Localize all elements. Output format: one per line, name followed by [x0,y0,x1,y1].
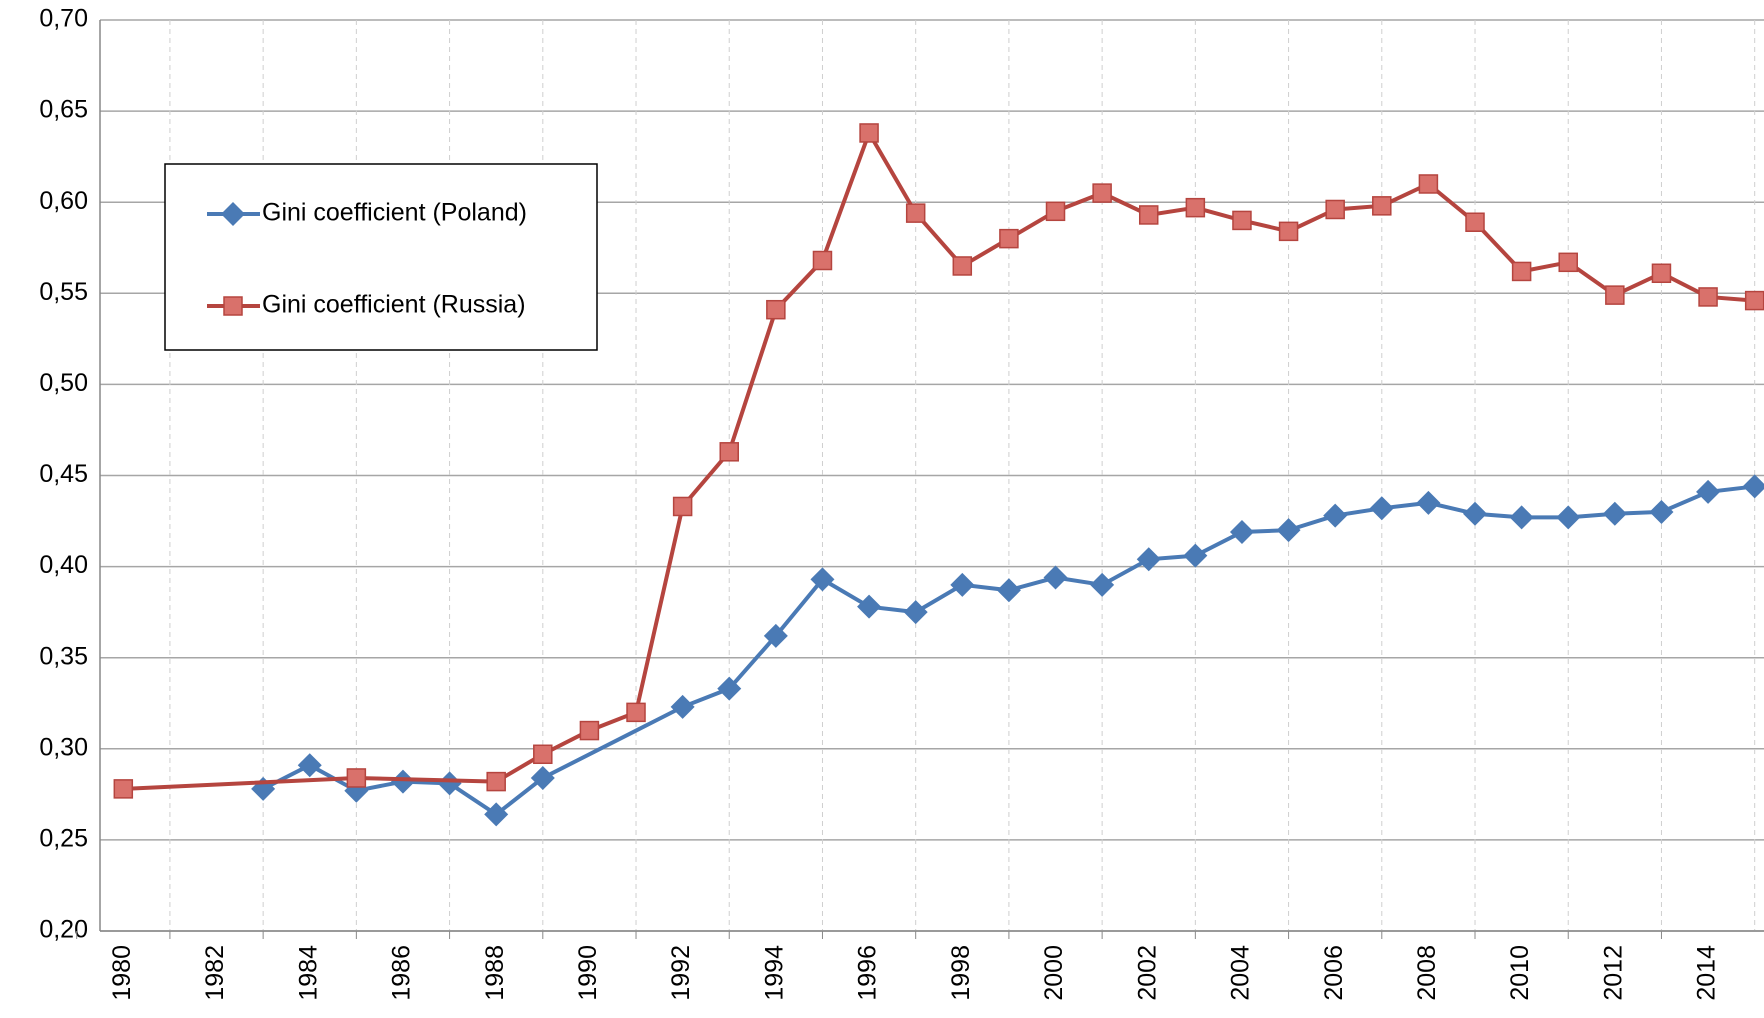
x-tick-label: 1980 [108,945,136,1001]
x-tick-label: 2010 [1506,945,1534,1001]
legend-label: Gini coefficient (Poland) [262,199,527,227]
y-tick-label: 0,55 [39,278,88,306]
marker [1605,285,1625,305]
marker [857,594,882,619]
y-tick-label: 0,25 [39,825,88,853]
x-tick-label: 2000 [1040,945,1068,1001]
marker [1418,174,1439,194]
marker [1045,201,1066,222]
marker [1556,505,1581,530]
x-tick-label: 1984 [294,945,322,1001]
marker [905,203,926,223]
y-tick-label: 0,45 [39,460,88,488]
x-tick-label: 2014 [1693,945,1721,1001]
marker [1511,261,1532,282]
y-tick-label: 0,70 [39,5,88,33]
marker [766,299,786,320]
marker [1416,490,1441,515]
marker [486,771,506,792]
marker [530,765,555,790]
marker [1183,543,1208,568]
marker [113,779,134,799]
marker [903,600,928,625]
y-tick-label: 0,40 [39,551,88,579]
marker [999,228,1019,249]
y-tick-label: 0,65 [39,96,88,124]
marker [1325,199,1345,220]
marker [670,694,695,719]
marker [297,753,322,778]
x-tick-label: 1982 [201,945,229,1001]
marker [533,744,553,765]
marker [1092,183,1112,203]
marker [717,676,742,701]
marker [1372,196,1392,216]
marker [346,768,367,788]
marker [1463,501,1488,526]
marker [1323,503,1348,528]
x-tick-label: 1996 [854,945,882,1001]
marker [1138,205,1159,225]
marker [1232,210,1252,231]
marker [763,623,788,648]
marker [579,720,600,741]
marker [1696,479,1721,504]
marker [1558,252,1578,273]
marker [672,496,693,517]
marker [1229,519,1254,544]
marker [437,771,462,796]
marker [1136,547,1161,572]
y-tick-label: 0,20 [39,916,88,944]
x-tick-label: 2008 [1413,945,1441,1001]
x-tick-label: 1990 [574,945,602,1001]
marker [626,702,646,723]
y-tick-label: 0,50 [39,369,88,397]
marker [950,572,975,597]
marker [1509,505,1534,530]
marker [952,256,973,276]
marker [1602,501,1627,526]
marker [390,769,415,794]
marker [1649,499,1674,524]
marker [1090,572,1115,597]
legend-box [164,163,598,351]
marker [1276,518,1301,543]
y-tick-label: 0,60 [39,187,88,215]
marker [859,123,879,143]
marker [1744,290,1764,311]
marker [1043,565,1068,590]
legend-marker [223,296,243,316]
marker [719,442,739,462]
marker [484,802,509,827]
marker [1369,496,1394,521]
x-tick-label: 1992 [667,945,695,1001]
marker [1698,287,1718,307]
marker [1185,197,1206,218]
x-tick-label: 2002 [1133,945,1161,1001]
x-tick-label: 1988 [481,945,509,1001]
legend-marker [221,202,245,226]
x-tick-label: 2006 [1320,945,1348,1001]
marker [1742,474,1764,499]
x-tick-label: 1998 [947,945,975,1001]
x-tick-label: 2004 [1227,945,1255,1001]
marker [810,567,835,592]
marker [996,578,1021,603]
x-tick-label: 1986 [388,945,416,1001]
x-tick-label: 2012 [1599,945,1627,1001]
marker [1651,263,1672,284]
marker [812,250,833,271]
y-tick-label: 0,30 [39,733,88,761]
marker [1278,221,1299,242]
y-tick-label: 0,35 [39,642,88,670]
marker [1465,212,1485,232]
legend-label: Gini coefficient (Russia) [262,291,526,319]
x-tick-label: 1994 [760,945,788,1001]
